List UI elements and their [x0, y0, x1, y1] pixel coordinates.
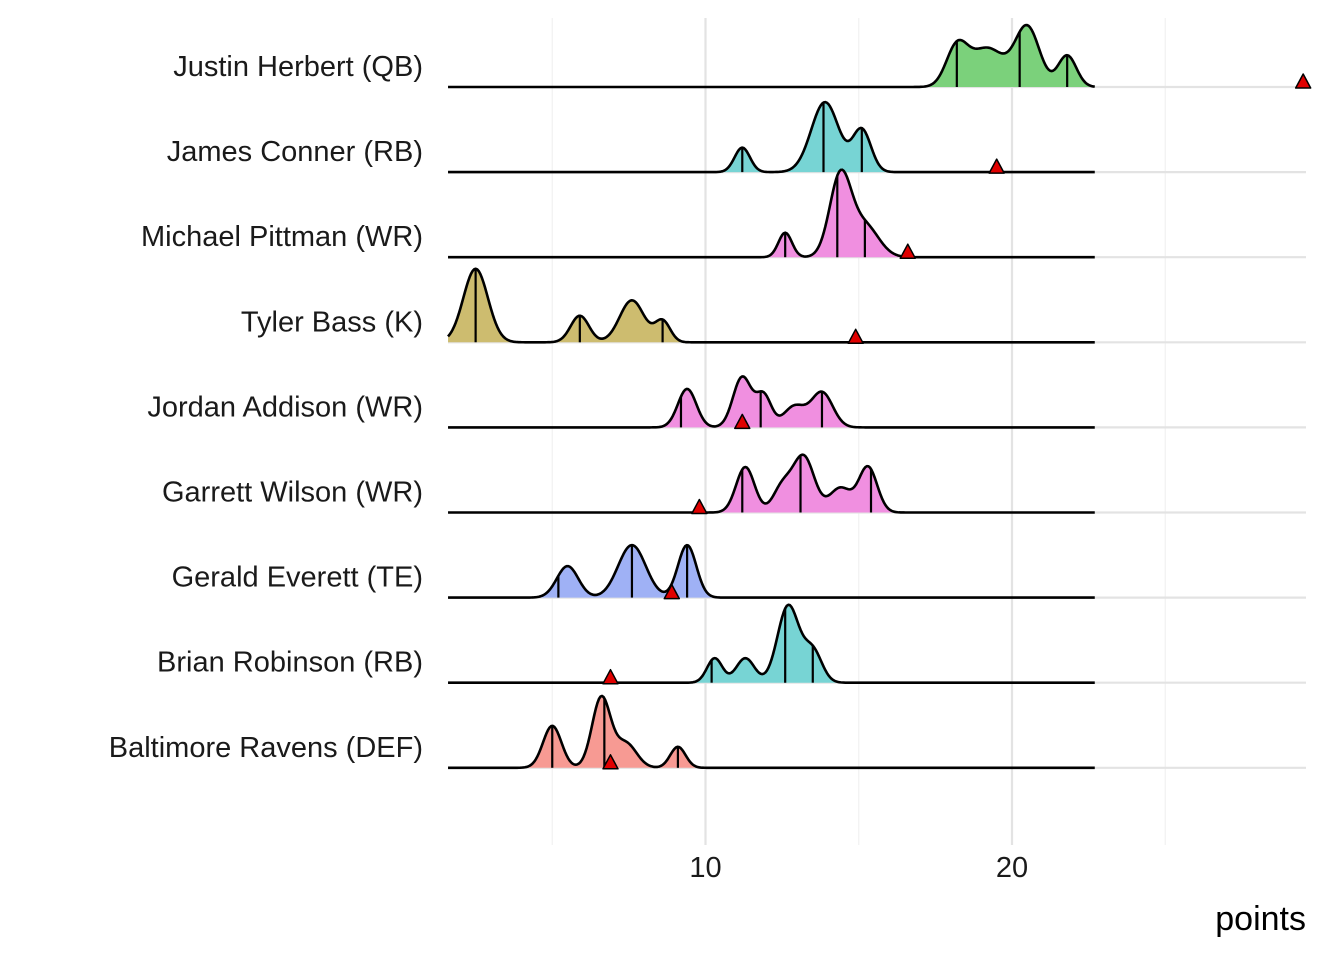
y-axis-label: Justin Herbert (QB)	[173, 51, 423, 83]
y-axis-label: Garrett Wilson (WR)	[162, 477, 423, 509]
x-tick-label: 10	[689, 852, 721, 884]
ridge-6	[448, 453, 1095, 515]
actual-points-marker	[1294, 73, 1312, 89]
actual-points-marker	[691, 498, 708, 515]
density-fill	[448, 454, 1095, 513]
grid-lines	[448, 18, 1306, 845]
x-axis-title: points	[1215, 900, 1306, 938]
density-outline	[448, 543, 1095, 599]
density-outline	[448, 100, 1095, 174]
y-axis-label: Baltimore Ravens (DEF)	[109, 732, 423, 764]
density-fill	[448, 545, 1095, 598]
density-fill	[448, 604, 1095, 683]
actual-points-marker	[988, 158, 1005, 174]
actual-points-marker	[663, 583, 681, 600]
y-axis-label: Brian Robinson (RB)	[157, 647, 423, 679]
density-outline	[448, 453, 1095, 514]
y-axis-label: Michael Pittman (WR)	[141, 221, 423, 253]
y-axis-labels: Justin Herbert (QB) James Conner (RB) Mich…	[109, 51, 423, 764]
density-outline	[448, 603, 1095, 684]
density-outline	[448, 375, 1095, 429]
density-fill	[448, 25, 1095, 87]
y-axis-label: Gerald Everett (TE)	[172, 562, 423, 594]
density-fill	[448, 376, 1095, 428]
actual-points-marker	[847, 328, 864, 345]
actual-points-marker	[899, 243, 917, 259]
density-fill	[448, 169, 1095, 258]
ridge-8	[448, 603, 1095, 685]
ridges	[447, 23, 1312, 770]
ridge-2	[448, 100, 1095, 174]
ridge-9	[448, 694, 1095, 770]
density-outline	[448, 168, 1095, 259]
ridge-4	[447, 267, 1095, 345]
ridge-3	[448, 168, 1095, 259]
density-outline	[447, 267, 1095, 344]
ridge-7	[448, 543, 1095, 600]
density-outline	[448, 23, 1095, 89]
x-tick-label: 20	[996, 852, 1028, 884]
actual-points-marker	[734, 413, 751, 430]
ridge-1	[448, 23, 1312, 89]
actual-points-marker	[602, 668, 619, 685]
density-outline	[448, 694, 1095, 770]
x-axis-ticks: 10 20	[689, 852, 1028, 884]
density-fill	[448, 268, 1095, 343]
y-axis-label: Jordan Addison (WR)	[147, 391, 423, 423]
y-axis-label: James Conner (RB)	[167, 136, 423, 168]
actual-points-marker	[602, 754, 619, 770]
density-fill	[448, 695, 1095, 768]
y-axis-label: Tyler Bass (K)	[241, 306, 423, 338]
ridge-5	[448, 375, 1095, 430]
